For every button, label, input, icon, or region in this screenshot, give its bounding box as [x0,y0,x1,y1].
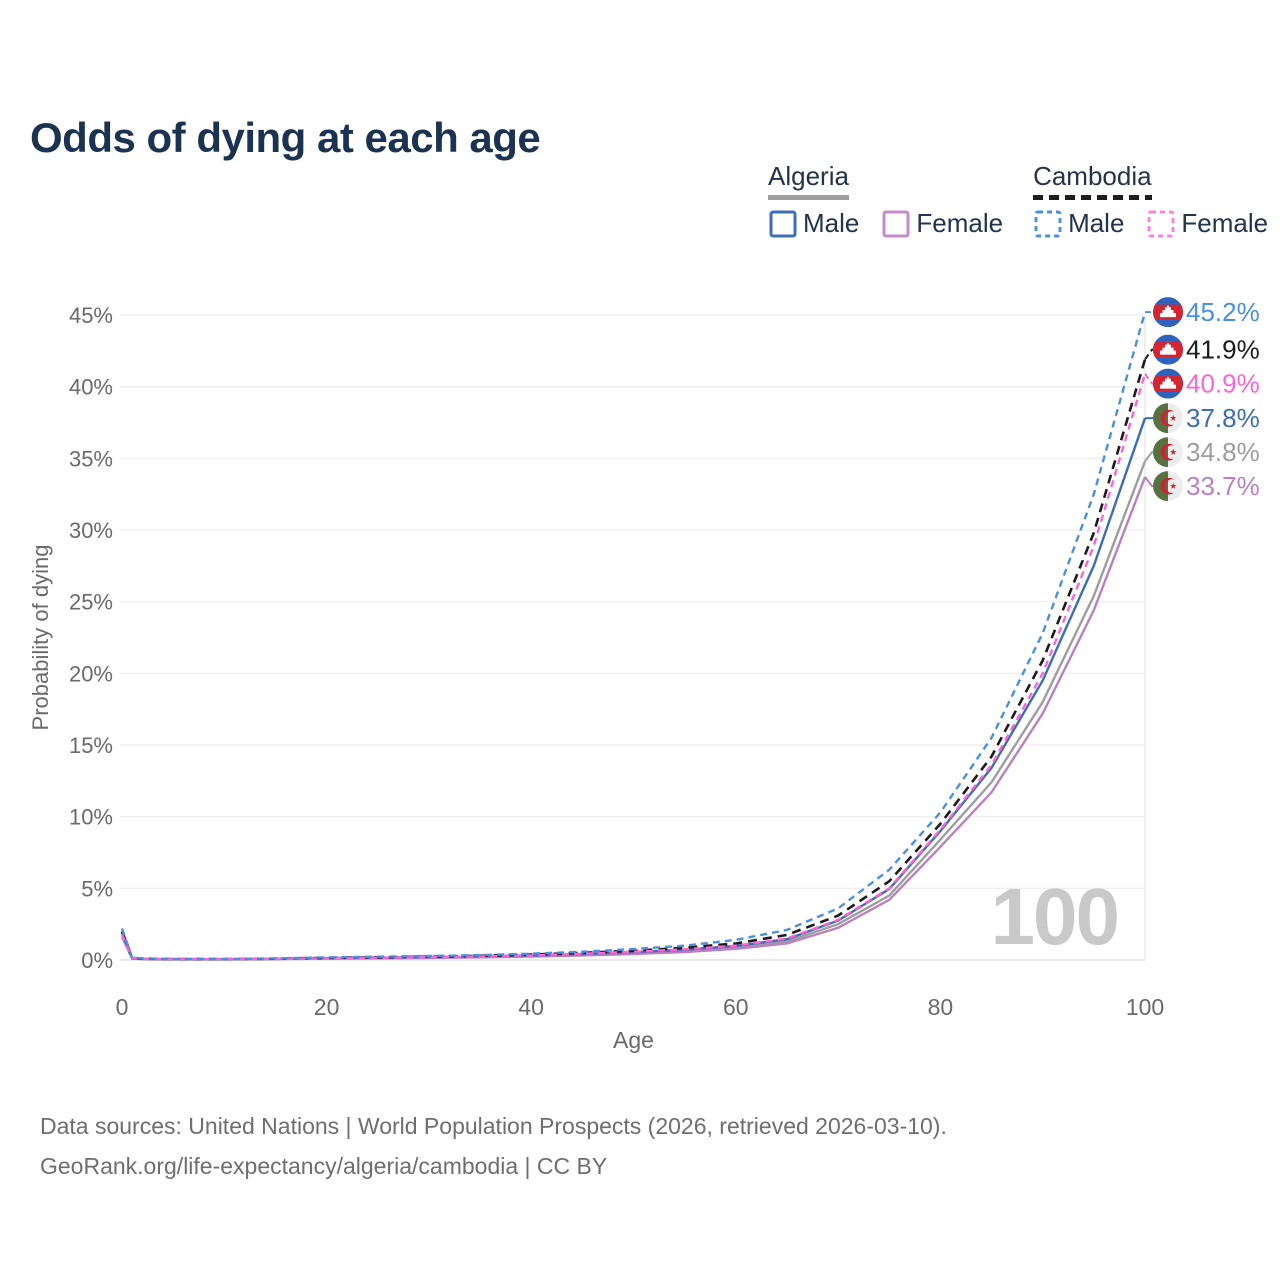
legend-item-algeria-female[interactable]: Female [881,208,1003,239]
end-label-algeria-male: 37.8% [1186,403,1260,433]
cambodia-flag-icon [1153,368,1183,399]
legend-country-algeria[interactable]: Algeria [768,161,849,200]
legend-country-cambodia-label: Cambodia [1033,161,1152,191]
algeria-female-swatch-icon [882,210,910,237]
cambodia-female-swatch-icon [1147,210,1175,237]
legend-country-algeria-label: Algeria [768,161,849,191]
algeria-flag-icon [1153,403,1183,434]
end-label-algeria-both-sexes: 34.8% [1186,437,1260,467]
legend-item-cambodia-female[interactable]: Female [1146,208,1268,239]
x-tick-100: 100 [1126,994,1164,1020]
legend-group-cambodia: Cambodia Male Female [1033,161,1268,239]
cambodia-flag-icon [1153,334,1183,365]
x-tick-20: 20 [314,994,340,1020]
legend-item-algeria-male[interactable]: Male [768,208,859,239]
algeria-male-swatch-icon [769,210,797,237]
end-label-algeria-female: 33.7% [1186,471,1260,501]
algeria-flag-icon [1153,437,1183,468]
series-cambodia-female[interactable] [120,373,1147,961]
y-tick-40: 40% [69,375,113,400]
legend-item-cambodia-male[interactable]: Male [1033,208,1124,239]
legend-item-label: Female [1181,208,1269,238]
legend-country-cambodia[interactable]: Cambodia [1033,161,1152,200]
cambodia-flag-icon [1153,297,1183,328]
x-axis-title: Age [613,1027,654,1053]
legend-item-label: Female [916,208,1004,238]
y-axis-title: Probability of dying [28,545,53,731]
y-tick-5: 5% [81,876,113,901]
algeria-flag-icon [1153,471,1183,502]
x-tick-80: 80 [928,994,954,1020]
series-cambodia-male[interactable] [120,311,1147,961]
algeria-solid-line-sample [768,195,849,200]
y-tick-30: 30% [69,518,113,543]
y-tick-10: 10% [69,805,113,830]
end-label-cambodia-male: 45.2% [1186,297,1260,327]
cambodia-dashed-line-sample [1033,195,1152,200]
x-tick-60: 60 [723,994,749,1020]
legend-item-label: Male [1068,208,1125,238]
y-tick-15: 15% [69,733,113,758]
y-tick-20: 20% [69,661,113,686]
x-tick-0: 0 [116,994,129,1020]
page-title: Odds of dying at each age [30,114,541,162]
series-cambodia-both-sexes[interactable] [120,359,1147,961]
legend-group-algeria: Algeria Male Female [768,161,1003,239]
end-label-cambodia-both-sexes: 41.9% [1186,335,1260,365]
legend: Algeria Male Female [768,161,1268,239]
x-tick-40: 40 [518,994,544,1020]
cambodia-male-swatch-icon [1034,210,1062,237]
chart-footer: Data sources: United Nations | World Pop… [40,1106,947,1186]
attribution-line: GeoRank.org/life-expectancy/algeria/camb… [40,1153,608,1179]
legend-item-label: Male [803,208,860,238]
y-tick-0: 0% [81,948,113,973]
age-hover-label: 100 [991,872,1118,961]
end-label-cambodia-female: 40.9% [1186,369,1260,399]
data-source-line: Data sources: United Nations | World Pop… [40,1113,947,1139]
y-tick-35: 35% [69,446,113,471]
y-tick-25: 25% [69,590,113,615]
y-tick-45: 45% [69,303,113,328]
